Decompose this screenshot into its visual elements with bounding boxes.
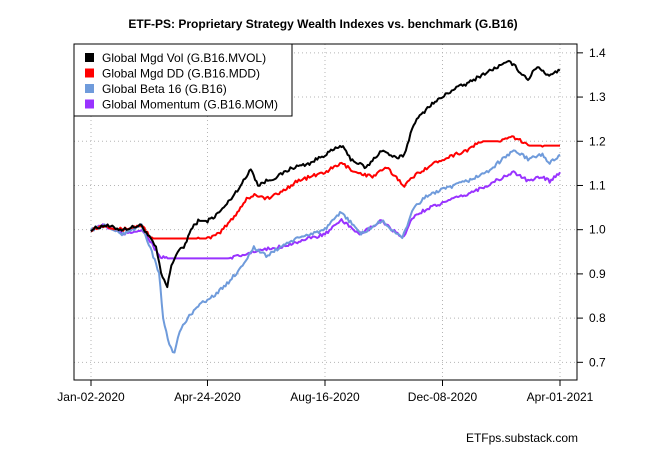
credit-text: ETFps.substack.com bbox=[466, 431, 578, 445]
legend-swatch bbox=[85, 68, 94, 78]
series-line bbox=[90, 170, 561, 260]
y-tick-label: 1.0 bbox=[589, 223, 606, 237]
legend-swatch bbox=[85, 99, 94, 109]
y-tick-label: 0.9 bbox=[589, 267, 606, 281]
x-tick-label: Dec-08-2020 bbox=[408, 390, 478, 404]
x-axis: Jan-02-2020 Apr-24-2020 Aug-16-2020 Dec-08-… bbox=[57, 379, 594, 404]
legend-swatch bbox=[85, 53, 94, 62]
y-tick-label: 0.8 bbox=[589, 311, 606, 325]
legend: Global Mgd Vol (G.B16.MVOL) Global Mgd DD… bbox=[73, 43, 293, 117]
y-tick-label: 1.3 bbox=[589, 90, 606, 104]
legend-box bbox=[73, 43, 293, 117]
series-line bbox=[90, 135, 560, 240]
y-axis: 0.7 0.8 0.9 1.0 1.1 1.2 1.3 1.4 bbox=[576, 46, 606, 369]
series-line bbox=[90, 59, 561, 289]
y-tick-label: 1.1 bbox=[589, 178, 606, 192]
legend-swatch bbox=[85, 84, 94, 93]
x-tick-label: Apr-01-2021 bbox=[527, 390, 594, 404]
legend-label: Global Mgd DD (G.B16.MDD) bbox=[102, 67, 260, 81]
y-tick-label: 1.4 bbox=[589, 46, 606, 60]
x-tick-label: Apr-24-2020 bbox=[174, 390, 241, 404]
series-line bbox=[90, 149, 561, 354]
x-tick-label: Jan-02-2020 bbox=[57, 390, 125, 404]
series-lines bbox=[90, 59, 561, 354]
legend-label: Global Beta 16 (G.B16) bbox=[102, 82, 227, 96]
x-tick-label: Aug-16-2020 bbox=[290, 390, 360, 404]
y-tick-label: 1.2 bbox=[589, 134, 606, 148]
chart-title: ETF-PS: Proprietary Strategy Wealth Inde… bbox=[128, 17, 517, 31]
legend-label: Global Momentum (G.B16.MOM) bbox=[102, 98, 278, 112]
y-tick-label: 0.7 bbox=[589, 355, 606, 369]
legend-label: Global Mgd Vol (G.B16.MVOL) bbox=[102, 51, 266, 65]
